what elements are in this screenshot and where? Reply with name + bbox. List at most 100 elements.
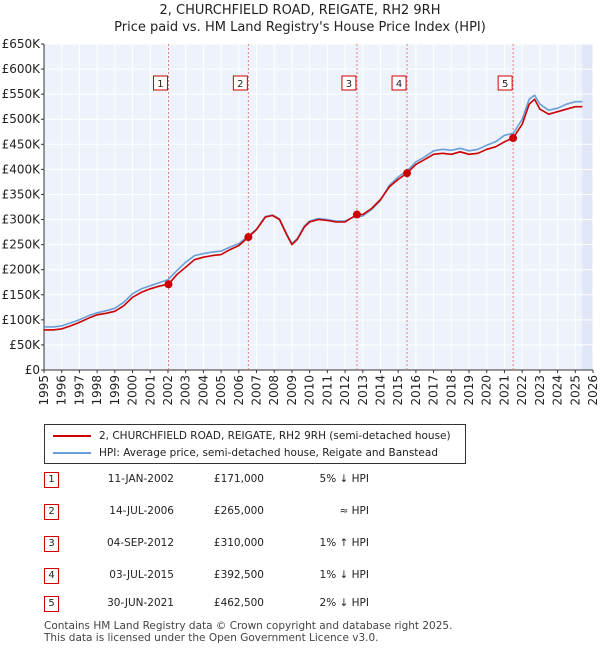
sale-hpi-relation: 1% ↓ HPI <box>319 569 369 581</box>
legend-item-hpi: HPI: Average price, semi-detached house,… <box>53 445 438 461</box>
x-tick-label: 2009 <box>285 375 299 406</box>
x-tick-label: 2013 <box>356 375 370 406</box>
sale-label-box <box>152 75 168 91</box>
price-series-line <box>44 98 583 331</box>
x-tick-label: 1995 <box>37 375 51 406</box>
x-tick-label: 2025 <box>568 375 582 406</box>
y-tick-label: £250K <box>2 238 42 252</box>
sale-number-badge: 4 <box>44 568 59 584</box>
x-tick-label: 2012 <box>338 375 352 406</box>
sale-label-number: 1 <box>157 79 163 90</box>
y-tick-label: £0 <box>25 363 40 377</box>
y-tick-label: £350K <box>2 187 42 201</box>
y-tick-label: £500K <box>2 112 42 126</box>
footer-license: This data is licensed under the Open Gov… <box>44 632 379 644</box>
legend: 2, CHURCHFIELD ROAD, REIGATE, RH2 9RH (s… <box>44 424 466 464</box>
table-row: 1 11-JAN-2002 £171,000 5% ↓ HPI <box>44 472 444 489</box>
legend-swatch-hpi <box>53 452 91 454</box>
table-row: 4 03-JUL-2015 £392,500 1% ↓ HPI <box>44 568 444 585</box>
x-tick-label: 2019 <box>462 375 476 406</box>
chart-title-line1: 2, CHURCHFIELD ROAD, REIGATE, RH2 9RH <box>159 3 441 18</box>
legend-swatch-price <box>53 435 91 437</box>
y-tick-label: £50K <box>9 338 41 352</box>
x-tick-label: 2023 <box>533 375 547 406</box>
sale-hpi-relation: ≈ HPI <box>339 505 369 517</box>
sale-date: 11-JAN-2002 <box>107 473 174 485</box>
sale-date: 30-JUN-2021 <box>107 597 174 609</box>
sale-date: 04-SEP-2012 <box>106 537 174 549</box>
y-tick-label: £400K <box>2 162 42 176</box>
sale-hpi-relation: 1% ↑ HPI <box>319 537 369 549</box>
x-tick-label: 2015 <box>391 375 405 406</box>
y-tick-label: £450K <box>2 137 42 151</box>
chart-subtitle: Price paid vs. HM Land Registry's House … <box>114 20 486 35</box>
sale-point <box>352 210 361 219</box>
plot-area <box>44 44 593 370</box>
sale-point <box>403 169 412 178</box>
sale-date: 03-JUL-2015 <box>109 569 174 581</box>
x-tick-label: 1999 <box>108 375 122 406</box>
x-tick-label: 1997 <box>72 375 86 406</box>
sale-label-number: 2 <box>237 79 243 90</box>
chart-title: 2, CHURCHFIELD ROAD, REIGATE, RH2 9RH Pr… <box>0 2 600 36</box>
sale-date: 14-JUL-2006 <box>109 505 174 517</box>
x-tick-label: 2003 <box>179 375 193 406</box>
sale-label-number: 3 <box>346 79 352 90</box>
y-tick-label: £650K <box>2 37 42 51</box>
x-tick-label: 2021 <box>497 375 511 406</box>
x-tick-label: 2018 <box>444 375 458 406</box>
x-tick-label: 2011 <box>320 375 334 406</box>
price-chart: £0 £50K £100K £150K £200K £250K £300K £350K £400… <box>2 37 600 406</box>
sale-price: £310,000 <box>213 537 264 549</box>
footer-copyright: Contains HM Land Registry data © Crown c… <box>44 620 453 632</box>
sale-label-box <box>391 75 407 91</box>
sale-price: £171,000 <box>213 473 264 485</box>
x-tick-label: 2022 <box>515 375 529 406</box>
x-tick-label: 2007 <box>250 375 264 406</box>
sale-point <box>244 233 253 242</box>
x-tick-label: 2010 <box>303 375 317 406</box>
sale-label-number: 5 <box>502 79 508 90</box>
table-row: 2 14-JUL-2006 £265,000 ≈ HPI <box>44 504 444 521</box>
y-tick-label: £200K <box>2 263 42 277</box>
sale-number-badge: 1 <box>44 472 59 488</box>
x-tick-label: 2014 <box>373 375 387 406</box>
y-tick-label: £600K <box>2 62 42 76</box>
sale-label-number: 4 <box>396 79 402 90</box>
sale-price: £265,000 <box>213 505 264 517</box>
x-tick-label: 2016 <box>409 375 423 406</box>
footer: Contains HM Land Registry data © Crown c… <box>44 620 452 644</box>
table-row: 5 30-JUN-2021 £462,500 2% ↓ HPI <box>44 596 444 613</box>
y-tick-label: £550K <box>2 87 42 101</box>
sale-point <box>509 134 518 143</box>
x-tick-label: 2020 <box>480 375 494 406</box>
x-tick-label: 2001 <box>143 375 157 406</box>
x-tick-label: 2002 <box>161 375 175 406</box>
y-tick-label: £300K <box>2 213 42 227</box>
x-tick-label: 1998 <box>90 375 104 406</box>
sale-number-badge: 2 <box>44 504 59 520</box>
sale-number-badge: 5 <box>44 596 59 612</box>
sale-number-badge: 3 <box>44 536 59 552</box>
x-tick-label: 2008 <box>267 375 281 406</box>
x-tick-label: 2004 <box>196 375 210 406</box>
x-tick-label: 2017 <box>427 375 441 406</box>
x-tick-label: 2026 <box>586 375 600 406</box>
x-tick-label: 2000 <box>126 375 140 406</box>
sale-hpi-relation: 2% ↓ HPI <box>319 597 369 609</box>
sale-label-box <box>497 75 513 91</box>
sale-label-box <box>232 75 248 91</box>
legend-item-price: 2, CHURCHFIELD ROAD, REIGATE, RH2 9RH (s… <box>53 428 451 444</box>
x-tick-label: 1996 <box>55 375 69 406</box>
sale-price: £462,500 <box>213 597 264 609</box>
future-shade <box>582 44 593 370</box>
sale-price: £392,500 <box>213 569 264 581</box>
legend-label-hpi: HPI: Average price, semi-detached house,… <box>99 447 438 459</box>
y-tick-label: £100K <box>2 313 42 327</box>
hpi-series-line <box>44 94 583 328</box>
sale-point <box>164 280 173 289</box>
sale-hpi-relation: 5% ↓ HPI <box>319 473 369 485</box>
sale-label-box <box>341 75 357 91</box>
y-tick-label: £150K <box>2 288 42 302</box>
table-row: 3 04-SEP-2012 £310,000 1% ↑ HPI <box>44 536 444 553</box>
